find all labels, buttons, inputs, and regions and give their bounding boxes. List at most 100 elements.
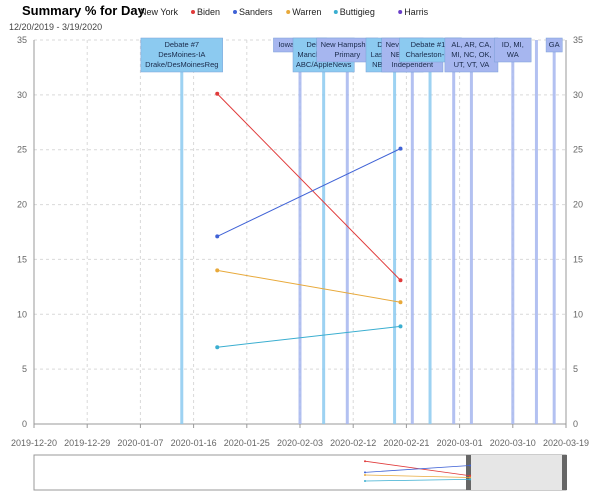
event-label-text: AL, AR, CA,	[451, 40, 491, 49]
navigator-series-line	[364, 460, 471, 477]
axes: 0 0 5 5 10 10 15 15 20 20 25 25 30 30 35 35 2019-12-20 20…	[11, 35, 589, 448]
legend: Biden Sanders Warren Buttigieg Harris	[191, 7, 429, 17]
navigator-series-line	[364, 474, 471, 478]
x-tick-label: 2020-02-12	[330, 438, 376, 448]
event-band	[298, 40, 302, 424]
legend-entry: Buttigieg	[340, 7, 375, 17]
y-tick-label-right: 15	[573, 254, 583, 264]
x-tick-label: 2020-02-03	[277, 438, 323, 448]
y-tick-label-left: 0	[22, 419, 27, 429]
date-range: 12/20/2019 - 3/19/2020	[9, 22, 102, 32]
navigator-series-line	[364, 478, 471, 482]
legend-marker	[333, 10, 338, 14]
event-label-text: Debate #7	[164, 40, 199, 49]
event-band	[534, 40, 538, 424]
range-navigator[interactable]	[33, 454, 567, 491]
event-label-text: Drake/DesMoinesReg	[145, 60, 218, 69]
navigator-point	[469, 476, 472, 479]
y-tick-label-left: 15	[17, 254, 27, 264]
y-tick-label-right: 0	[573, 419, 578, 429]
navigator-point	[364, 471, 366, 474]
y-tick-label-left: 25	[17, 145, 27, 155]
event-band	[410, 40, 414, 424]
x-tick-label: 2020-03-10	[490, 438, 536, 448]
event-label-text: UT, VT, VA	[454, 60, 490, 69]
legend-entry: Harris	[404, 7, 428, 17]
data-point	[215, 234, 220, 239]
event-label-text: Primary	[334, 50, 360, 59]
region-label: New York	[140, 7, 179, 17]
y-tick-label-left: 10	[17, 309, 27, 319]
event-band	[345, 40, 349, 424]
event-label-text: WA	[507, 50, 519, 59]
legend-marker	[286, 10, 291, 14]
y-tick-label-right: 10	[573, 309, 583, 319]
event-label-text: Charleston-SC	[405, 50, 455, 59]
event-band	[469, 40, 473, 424]
legend-entry: Warren	[292, 7, 321, 17]
event-band	[452, 40, 456, 424]
event-label-text: New Hampshire	[321, 40, 374, 49]
series-line	[217, 148, 401, 237]
event-label-text: Debate #10	[411, 40, 450, 49]
event-label-text: ID, MI,	[502, 40, 524, 49]
navigator-point	[469, 478, 472, 481]
navigator-point	[364, 474, 366, 476]
y-tick-label-right: 30	[573, 90, 583, 100]
event-band	[511, 40, 515, 424]
y-tick-label-left: 30	[17, 90, 27, 100]
x-tick-label: 2020-01-25	[224, 438, 270, 448]
x-tick-label: 2020-01-07	[117, 438, 163, 448]
data-point	[215, 345, 220, 350]
data-point	[398, 146, 403, 151]
y-tick-label-right: 20	[573, 200, 583, 210]
series-line	[217, 269, 401, 303]
data-point	[215, 268, 220, 273]
navigator-right-handle[interactable]	[562, 455, 567, 490]
event-band	[180, 40, 184, 424]
data-point	[398, 278, 403, 283]
data-point	[215, 91, 220, 96]
x-tick-label: 2020-02-21	[383, 438, 429, 448]
event-label-box	[494, 37, 532, 63]
navigator-left-handle[interactable]	[466, 455, 471, 490]
legend-marker	[191, 10, 195, 14]
x-tick-label: 2020-03-01	[437, 438, 483, 448]
event-band	[552, 40, 556, 424]
x-tick-label: 2020-03-19	[543, 438, 589, 448]
series-lines	[215, 91, 403, 350]
y-tick-label-right: 35	[573, 35, 583, 45]
series-line	[216, 93, 401, 281]
data-point	[398, 324, 403, 329]
legend-entry: Biden	[197, 7, 220, 17]
data-point	[398, 300, 403, 305]
legend-marker	[233, 10, 237, 14]
y-tick-label-left: 35	[17, 35, 27, 45]
series-line	[217, 325, 401, 348]
event-label-box	[545, 37, 563, 53]
event-label-box	[444, 37, 499, 73]
x-tick-label: 2019-12-29	[64, 438, 110, 448]
navigator-series-line	[364, 465, 471, 473]
event-label-text: MI, NC, OK,	[451, 50, 491, 59]
event-label-text: Independent	[391, 60, 434, 69]
x-tick-label: 2019-12-20	[11, 438, 57, 448]
event-label-text: GA	[549, 40, 560, 49]
y-tick-label-right: 25	[573, 145, 583, 155]
navigator-point	[364, 460, 366, 463]
event-label-box	[140, 37, 223, 73]
event-band	[322, 40, 326, 424]
navigator-point	[469, 464, 472, 467]
navigator-selected-window[interactable]	[470, 455, 566, 490]
event-label-text: ABC/AppleNews	[296, 60, 352, 69]
event-band	[393, 40, 397, 424]
event-band	[428, 40, 432, 424]
legend-entry: Sanders	[239, 7, 273, 17]
navigator-point	[469, 474, 472, 477]
y-tick-label-left: 5	[22, 364, 27, 374]
y-tick-label-left: 20	[17, 200, 27, 210]
navigator-series	[364, 460, 472, 482]
x-tick-label: 2020-01-16	[171, 438, 217, 448]
